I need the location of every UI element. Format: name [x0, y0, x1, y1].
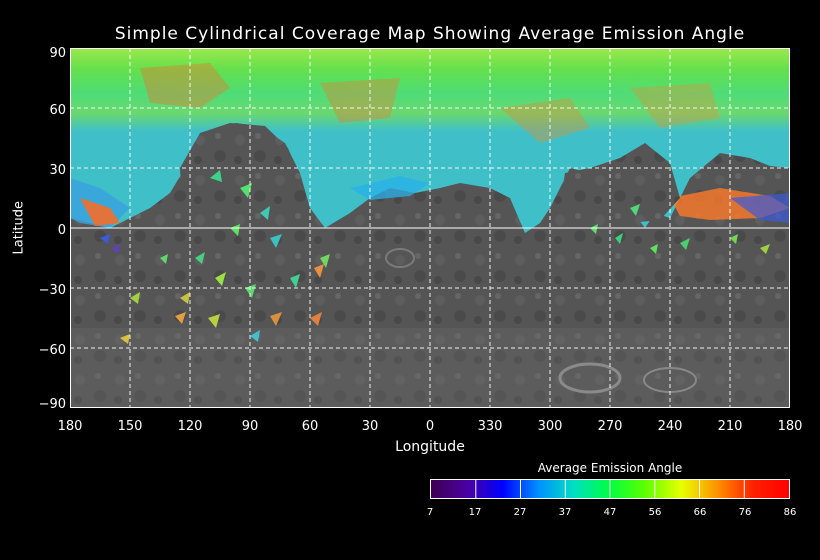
x-tick-label: 30: [361, 419, 379, 434]
x-tick-label: 0: [425, 419, 435, 434]
y-tick-label: 60: [49, 103, 66, 118]
x-tick-label: 60: [301, 419, 319, 434]
colorbar-dividers: [475, 480, 745, 498]
south-polar-region: [70, 328, 790, 408]
coverage-map: [70, 48, 790, 408]
x-tick-label: 210: [717, 419, 743, 434]
colorbar-tick-label: 27: [513, 507, 527, 518]
y-tick-label: −60: [38, 343, 66, 358]
x-tick-label: 270: [597, 419, 623, 434]
colorbar-tick-label: 66: [693, 507, 707, 518]
coverage-blue-edge-center: [350, 176, 430, 200]
map-svg: [70, 48, 790, 408]
colorbar-tick-label: 17: [468, 507, 482, 518]
map-title: Simple Cylindrical Coverage Map Showing …: [114, 24, 746, 44]
y-tick-label: 0: [57, 223, 66, 238]
colorbar-gradient: [431, 480, 789, 498]
crater: [385, 248, 415, 268]
uncovered-lobe-west: [180, 123, 300, 258]
x-tick-label: 180: [777, 419, 803, 434]
x-tick-label: 300: [537, 419, 563, 434]
y-axis-label: Latitude: [11, 200, 27, 255]
coverage-hot-edge-west: [80, 198, 120, 226]
colorbar-tick-label: 86: [783, 507, 797, 518]
colorbar-title: Average Emission Angle: [537, 461, 683, 475]
coverage-warm-patches: [140, 63, 720, 143]
crater: [558, 362, 622, 394]
colorbar-tick-label: 47: [603, 507, 617, 518]
x-tick-label: 150: [117, 419, 143, 434]
coverage-scatter: [100, 170, 770, 344]
y-tick-label: −90: [38, 397, 66, 412]
colorbar-tick-label: 76: [738, 507, 752, 518]
uncovered-lobe-east: [560, 143, 680, 223]
colorbar-tick-label: 56: [648, 507, 662, 518]
x-tick-label: 180: [57, 419, 83, 434]
x-axis-label: Longitude: [395, 439, 465, 455]
x-tick-label: 240: [657, 419, 683, 434]
plot-border: [70, 48, 790, 408]
colorbar-tick-label: 37: [558, 507, 572, 518]
colorbar-tick-label: 7: [426, 507, 434, 518]
y-tick-label: 90: [49, 46, 66, 61]
coverage-blue-edge-east: [730, 193, 790, 223]
graticule: [70, 48, 790, 408]
x-tick-label: 330: [477, 419, 503, 434]
x-tick-label: 90: [241, 419, 259, 434]
y-tick-label: 30: [49, 163, 66, 178]
y-tick-label: −30: [38, 283, 66, 298]
colorbar: [430, 479, 790, 499]
x-tick-label: 120: [177, 419, 203, 434]
